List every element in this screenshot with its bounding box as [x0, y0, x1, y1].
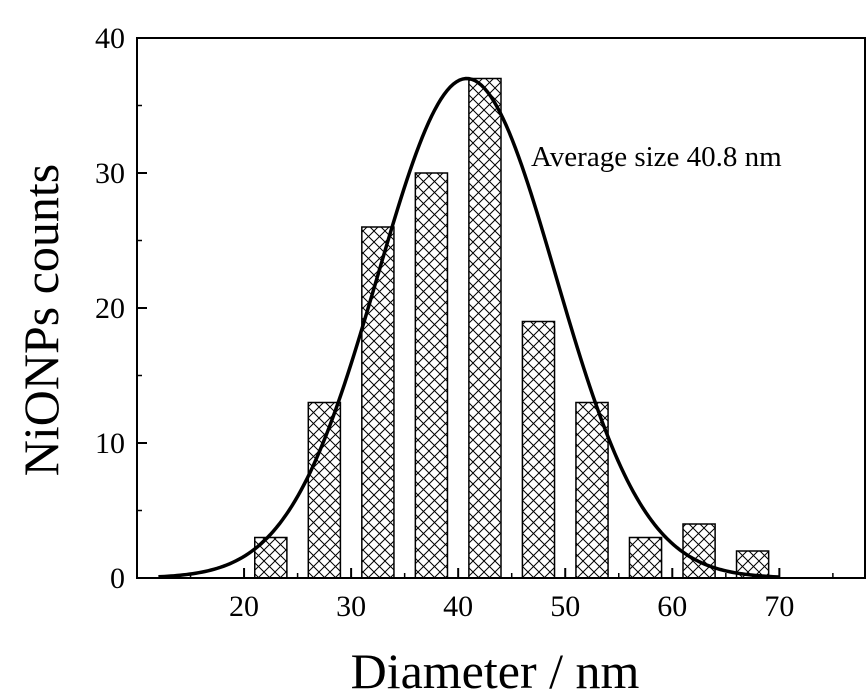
x-axis-title: Diameter / nm	[351, 643, 640, 698]
x-tick-label: 30	[336, 590, 366, 623]
y-tick-label: 20	[95, 292, 125, 325]
histogram-bar-6	[521, 320, 556, 579]
x-tick-label: 40	[443, 590, 473, 623]
y-axis-title: NiONPs counts	[13, 164, 69, 477]
x-tick-label: 70	[764, 590, 794, 623]
y-tick-label: 30	[95, 157, 125, 190]
histogram-bar-5	[468, 77, 502, 579]
y-tick-label: 10	[95, 427, 125, 460]
histogram-bar-4	[414, 172, 449, 579]
y-axis-ticks: 0 10 20 30 40	[95, 22, 147, 595]
histogram-bar-9	[682, 523, 716, 579]
average-size-annotation: Average size 40.8 nm	[531, 141, 782, 173]
y-tick-label: 0	[110, 562, 125, 595]
x-tick-label: 20	[229, 590, 259, 623]
x-axis-ticks: 20 30 40 50 60 70	[189, 568, 834, 623]
histogram-bar-2	[307, 401, 342, 579]
histogram-bar-8	[628, 536, 663, 579]
x-tick-label: 60	[657, 590, 687, 623]
gaussian-fit-curve	[158, 76, 780, 579]
bars-group	[254, 77, 770, 579]
x-tick-label: 50	[550, 590, 580, 623]
y-tick-label: 40	[95, 22, 125, 55]
